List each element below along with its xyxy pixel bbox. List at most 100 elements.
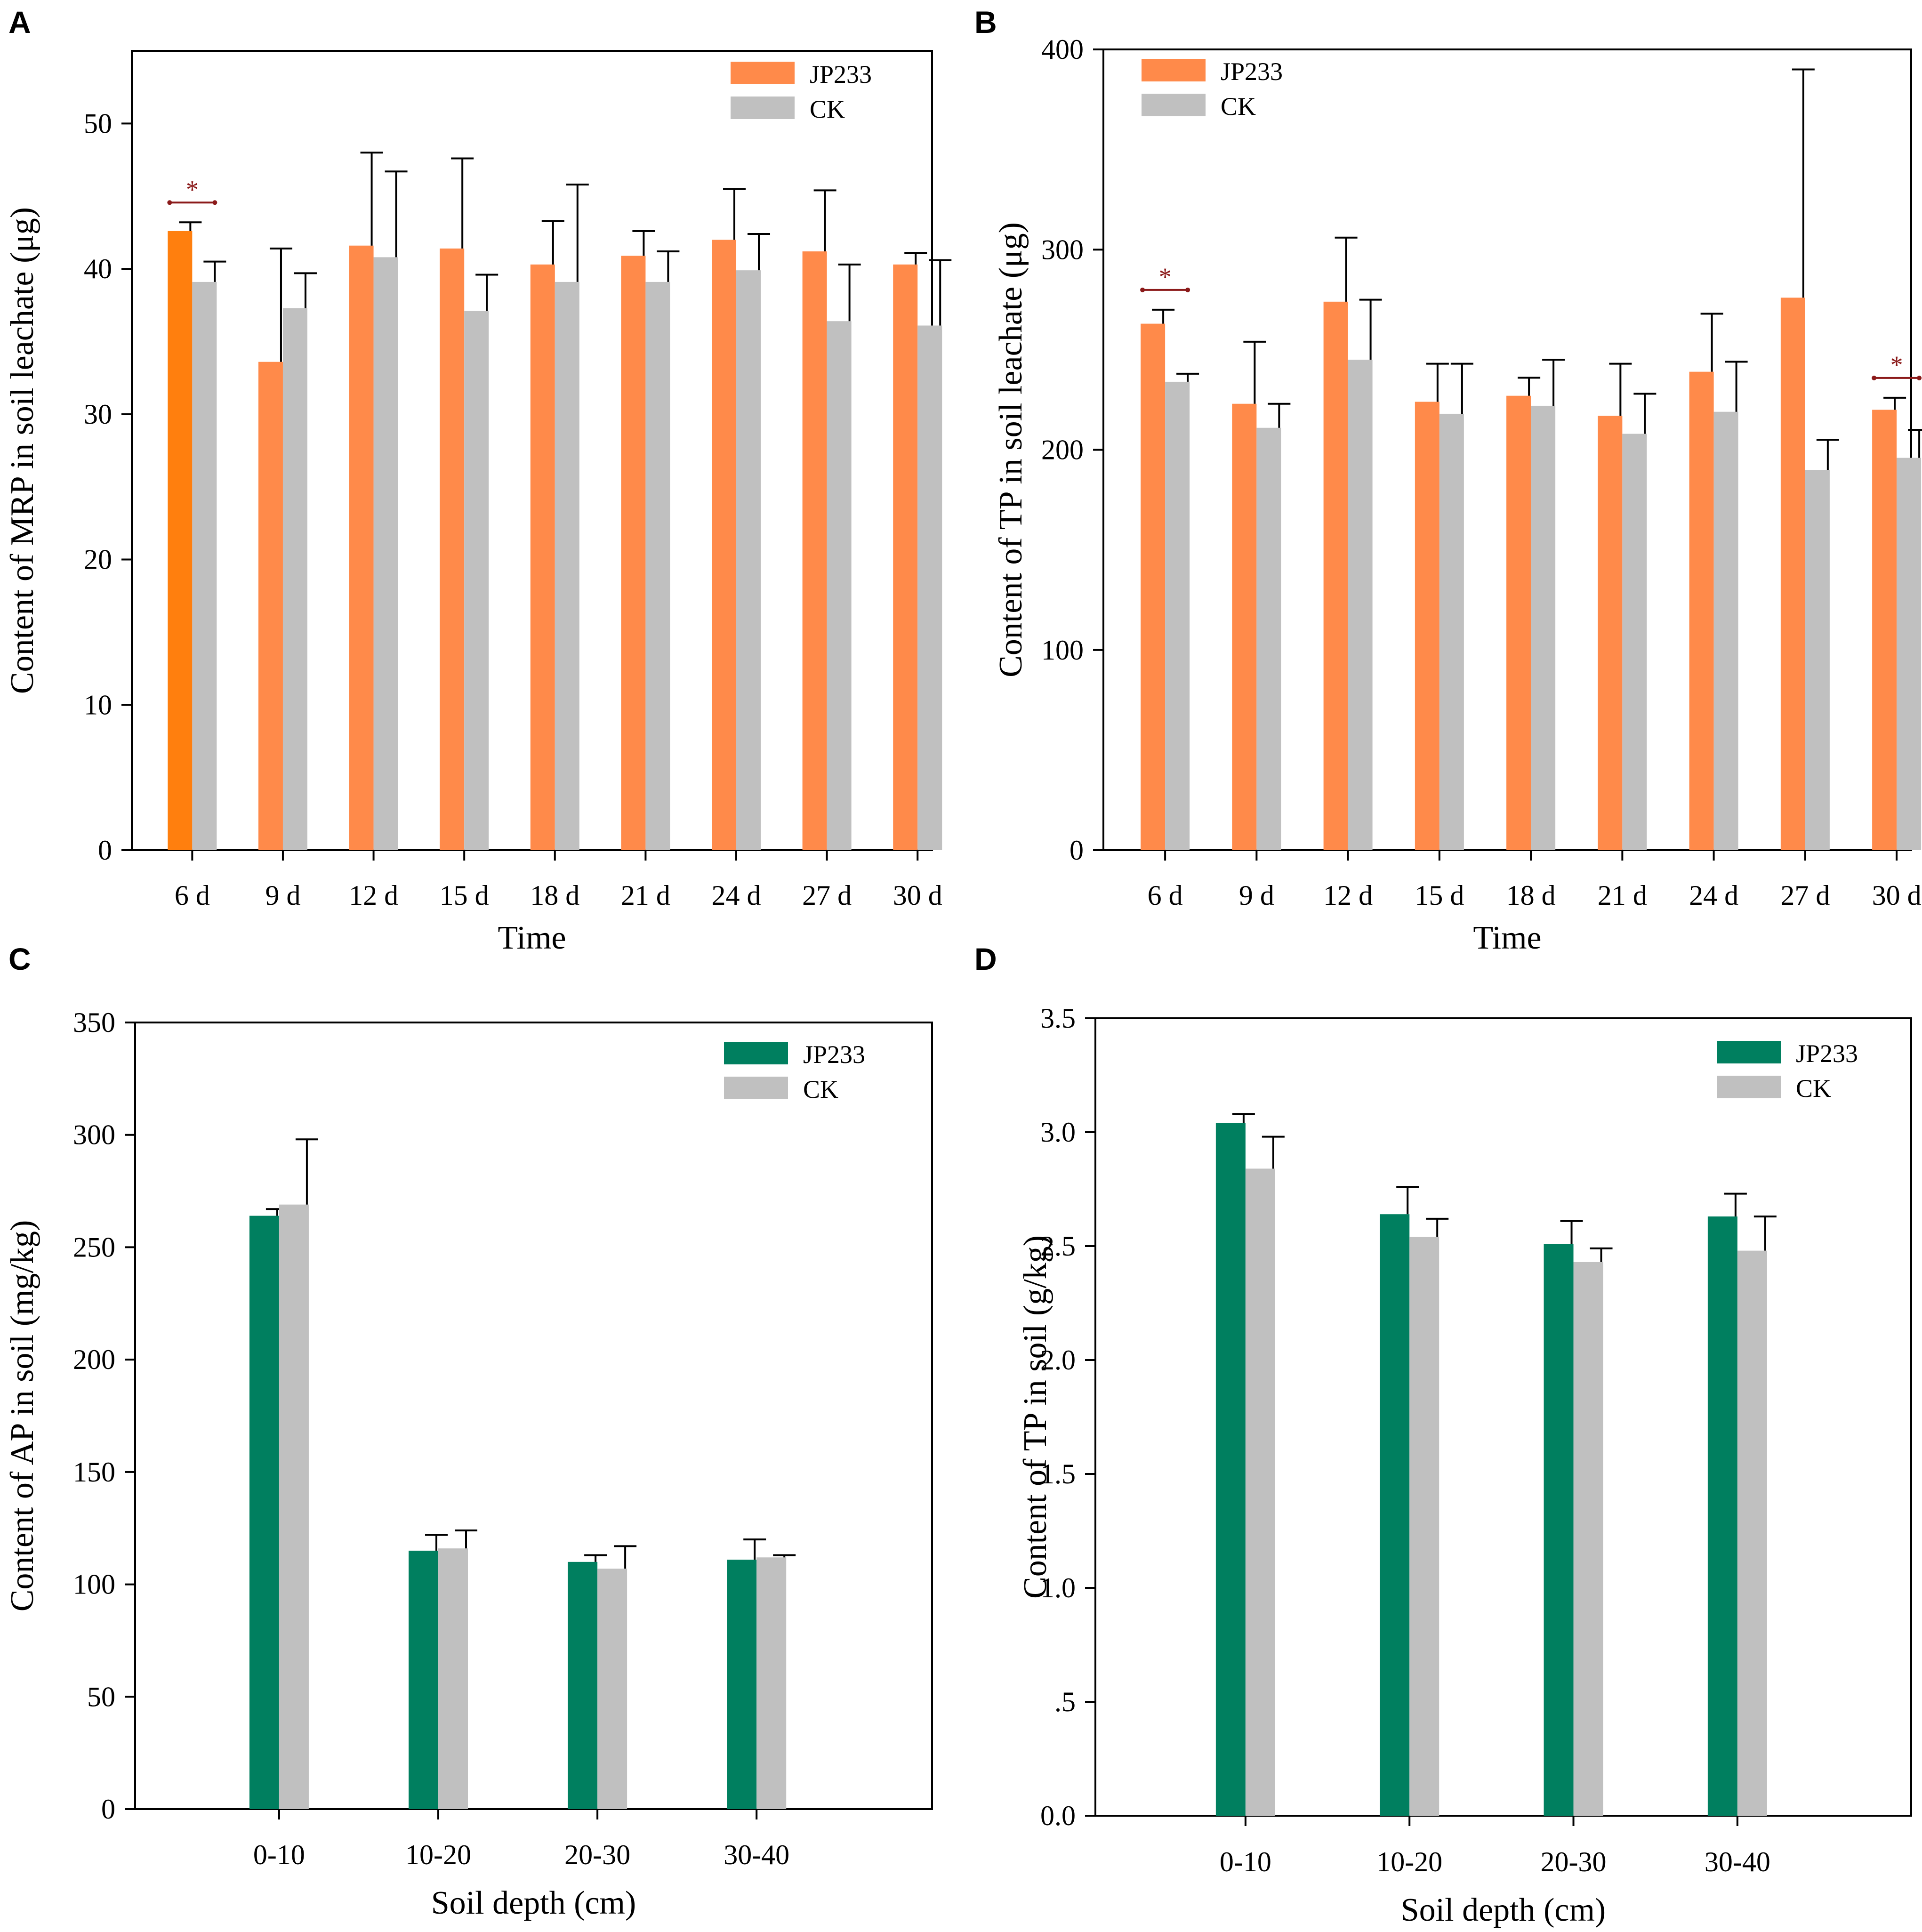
legend-swatch-ck <box>724 1077 788 1099</box>
x-axis-title: Time <box>498 920 566 956</box>
bar-ck-20-30 <box>1573 1262 1603 1816</box>
y-tick-label: 2.5 <box>1040 1231 1076 1262</box>
x-tick-label: 27 d <box>1780 880 1830 911</box>
significance-line-end <box>1140 287 1145 292</box>
x-tick-label: 15 d <box>1415 880 1464 911</box>
bar-ck-30-40 <box>1737 1250 1767 1816</box>
y-tick-label: 300 <box>1041 234 1084 265</box>
bar-jp233-24d <box>1689 371 1714 850</box>
x-axis-title: Soil depth (cm) <box>431 1885 636 1921</box>
bar-ck-21d <box>645 282 670 850</box>
significance-star: * <box>1159 263 1172 291</box>
panel-a: A 0 10 20 30 40 50 6 d * 9 d 12 d 15 d 18 d 21 d 24 d 2… <box>4 5 952 956</box>
bar-ck-21d <box>1622 434 1647 850</box>
x-axis-title: Soil depth (cm) <box>1401 1892 1606 1928</box>
x-tick-label: 9 d <box>1239 880 1274 911</box>
panel-letter-b: B <box>974 5 997 40</box>
bar-ck-27d <box>827 321 852 851</box>
x-tick-label: 18 d <box>1506 880 1556 911</box>
bar-ck-30d <box>1897 458 1922 850</box>
x-tick-label: 6 d <box>175 880 210 911</box>
legend-swatch-jp233 <box>1142 59 1206 81</box>
panel-letter-c: C <box>8 942 31 976</box>
bar-jp233-15d <box>1415 402 1439 850</box>
bar-jp233-0-10 <box>249 1216 279 1809</box>
x-axis-title: Time <box>1473 920 1541 956</box>
bar-jp233-12d <box>349 245 374 850</box>
significance-line-end <box>212 200 217 205</box>
bar-ck-20-30 <box>597 1569 627 1809</box>
y-tick-label: 0.0 <box>1040 1800 1076 1831</box>
y-tick-label: 400 <box>1041 34 1084 65</box>
x-tick-label: 9 d <box>265 880 300 911</box>
bar-ck-0-10 <box>279 1204 309 1809</box>
plot-frame <box>134 1022 933 1810</box>
y-tick-label: 40 <box>84 253 112 284</box>
x-tick-label: 12 d <box>349 880 398 911</box>
legend-swatch-ck <box>1142 94 1206 116</box>
bar-ck-6d <box>192 282 217 850</box>
y-tick-label: 0 <box>1070 835 1084 866</box>
x-tick-label: 20-30 <box>1541 1846 1607 1877</box>
x-tick-label: 20-30 <box>564 1839 630 1870</box>
y-tick-label: 50 <box>87 1681 115 1712</box>
y-tick-label: .5 <box>1054 1686 1076 1717</box>
y-tick-label: 0 <box>101 1794 115 1825</box>
bar-jp233-9d <box>258 362 283 850</box>
bar-jp233-27d <box>1780 298 1805 850</box>
legend-label-ck: CK <box>803 1075 838 1103</box>
x-tick-label: 15 d <box>440 880 489 911</box>
y-tick-label: 100 <box>1041 635 1084 666</box>
y-tick-label: 20 <box>84 544 112 575</box>
y-axis-title: Content of MRP in soil leachate (μg) <box>4 207 40 694</box>
significance-line-end <box>167 200 172 205</box>
y-tick-label: 50 <box>84 108 112 139</box>
y-tick-label: 1.5 <box>1040 1458 1076 1489</box>
bar-ck-9d <box>1256 427 1281 850</box>
bar-jp233-18d <box>530 264 555 850</box>
bar-ck-0-10 <box>1245 1168 1275 1816</box>
y-tick-label: 100 <box>73 1569 115 1600</box>
legend-label-jp233: JP233 <box>1221 57 1283 86</box>
significance-star: * <box>1890 351 1903 379</box>
y-tick-label: 150 <box>73 1457 115 1488</box>
bar-jp233-30d <box>893 264 918 850</box>
y-tick-label: 250 <box>73 1232 115 1263</box>
legend-label-ck: CK <box>1796 1074 1831 1103</box>
panel-c: C 0 50 100 150 200 250 300 350 0-10 10-20 20-30 30-4… <box>4 942 933 1921</box>
y-tick-label: 3.0 <box>1040 1117 1076 1148</box>
y-axis-title: Content of AP in soil (mg/kg) <box>4 1220 40 1612</box>
legend: JP233 CK <box>724 1040 865 1103</box>
x-tick-label: 24 d <box>712 880 761 911</box>
x-tick-label: 6 d <box>1148 880 1183 911</box>
bar-ck-24d <box>1713 411 1738 850</box>
bar-ck-12d <box>373 257 398 850</box>
y-tick-label: 3.5 <box>1040 1003 1076 1034</box>
x-tick-label: 0-10 <box>253 1839 305 1870</box>
legend-label-jp233: JP233 <box>810 60 872 89</box>
bar-jp233-9d <box>1232 403 1257 850</box>
bar-jp233-21d <box>621 256 646 851</box>
y-axis-title: Content of TP in soil leachate (μg) <box>993 222 1029 677</box>
x-tick-label: 10-20 <box>1376 1846 1442 1877</box>
bar-ck-30-40 <box>756 1557 787 1809</box>
bar-jp233-21d <box>1598 416 1623 850</box>
legend-label-ck: CK <box>810 95 845 123</box>
bar-jp233-0-10 <box>1215 1123 1246 1816</box>
legend-swatch-ck <box>1717 1076 1781 1098</box>
bar-ck-15d <box>464 311 489 850</box>
legend: JP233 CK <box>1717 1039 1858 1103</box>
significance-line-end <box>1872 375 1877 380</box>
bar-jp233-6d <box>1141 323 1166 850</box>
legend-label-jp233: JP233 <box>1796 1039 1858 1068</box>
bar-ck-27d <box>1805 470 1830 850</box>
bar-ck-10-20 <box>438 1548 468 1809</box>
y-tick-label: 350 <box>73 1007 115 1038</box>
bar-ck-15d <box>1439 413 1464 850</box>
legend: JP233 CK <box>731 60 872 123</box>
bar-ck-24d <box>736 270 761 850</box>
legend-label-ck: CK <box>1221 92 1256 121</box>
bar-jp233-15d <box>440 248 465 850</box>
panel-letter-d: D <box>974 942 997 976</box>
y-tick-label: 2.0 <box>1040 1344 1076 1376</box>
